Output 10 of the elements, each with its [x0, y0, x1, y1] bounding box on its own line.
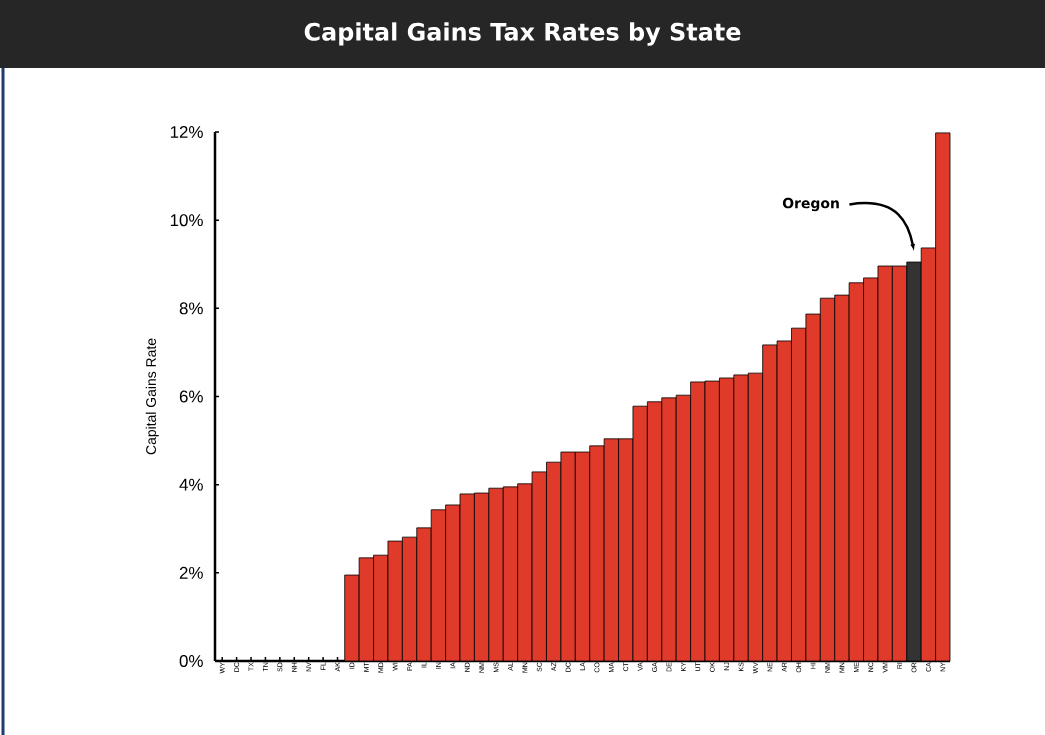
y-tick-label: 2% — [179, 566, 203, 579]
y-axis-title: Capital Gains Rate — [145, 338, 159, 455]
annotation: Oregon — [782, 197, 839, 212]
y-tick-label: 12% — [170, 126, 203, 138]
y-tick-label: 8% — [179, 302, 203, 315]
y-tick-label: 6% — [179, 390, 203, 403]
y-tick-label: 0% — [179, 655, 203, 667]
chart-title: Capital Gains Tax Rates by State — [304, 22, 741, 46]
y-tick-label: 4% — [179, 478, 203, 491]
y-tick-label: 10% — [170, 214, 203, 227]
